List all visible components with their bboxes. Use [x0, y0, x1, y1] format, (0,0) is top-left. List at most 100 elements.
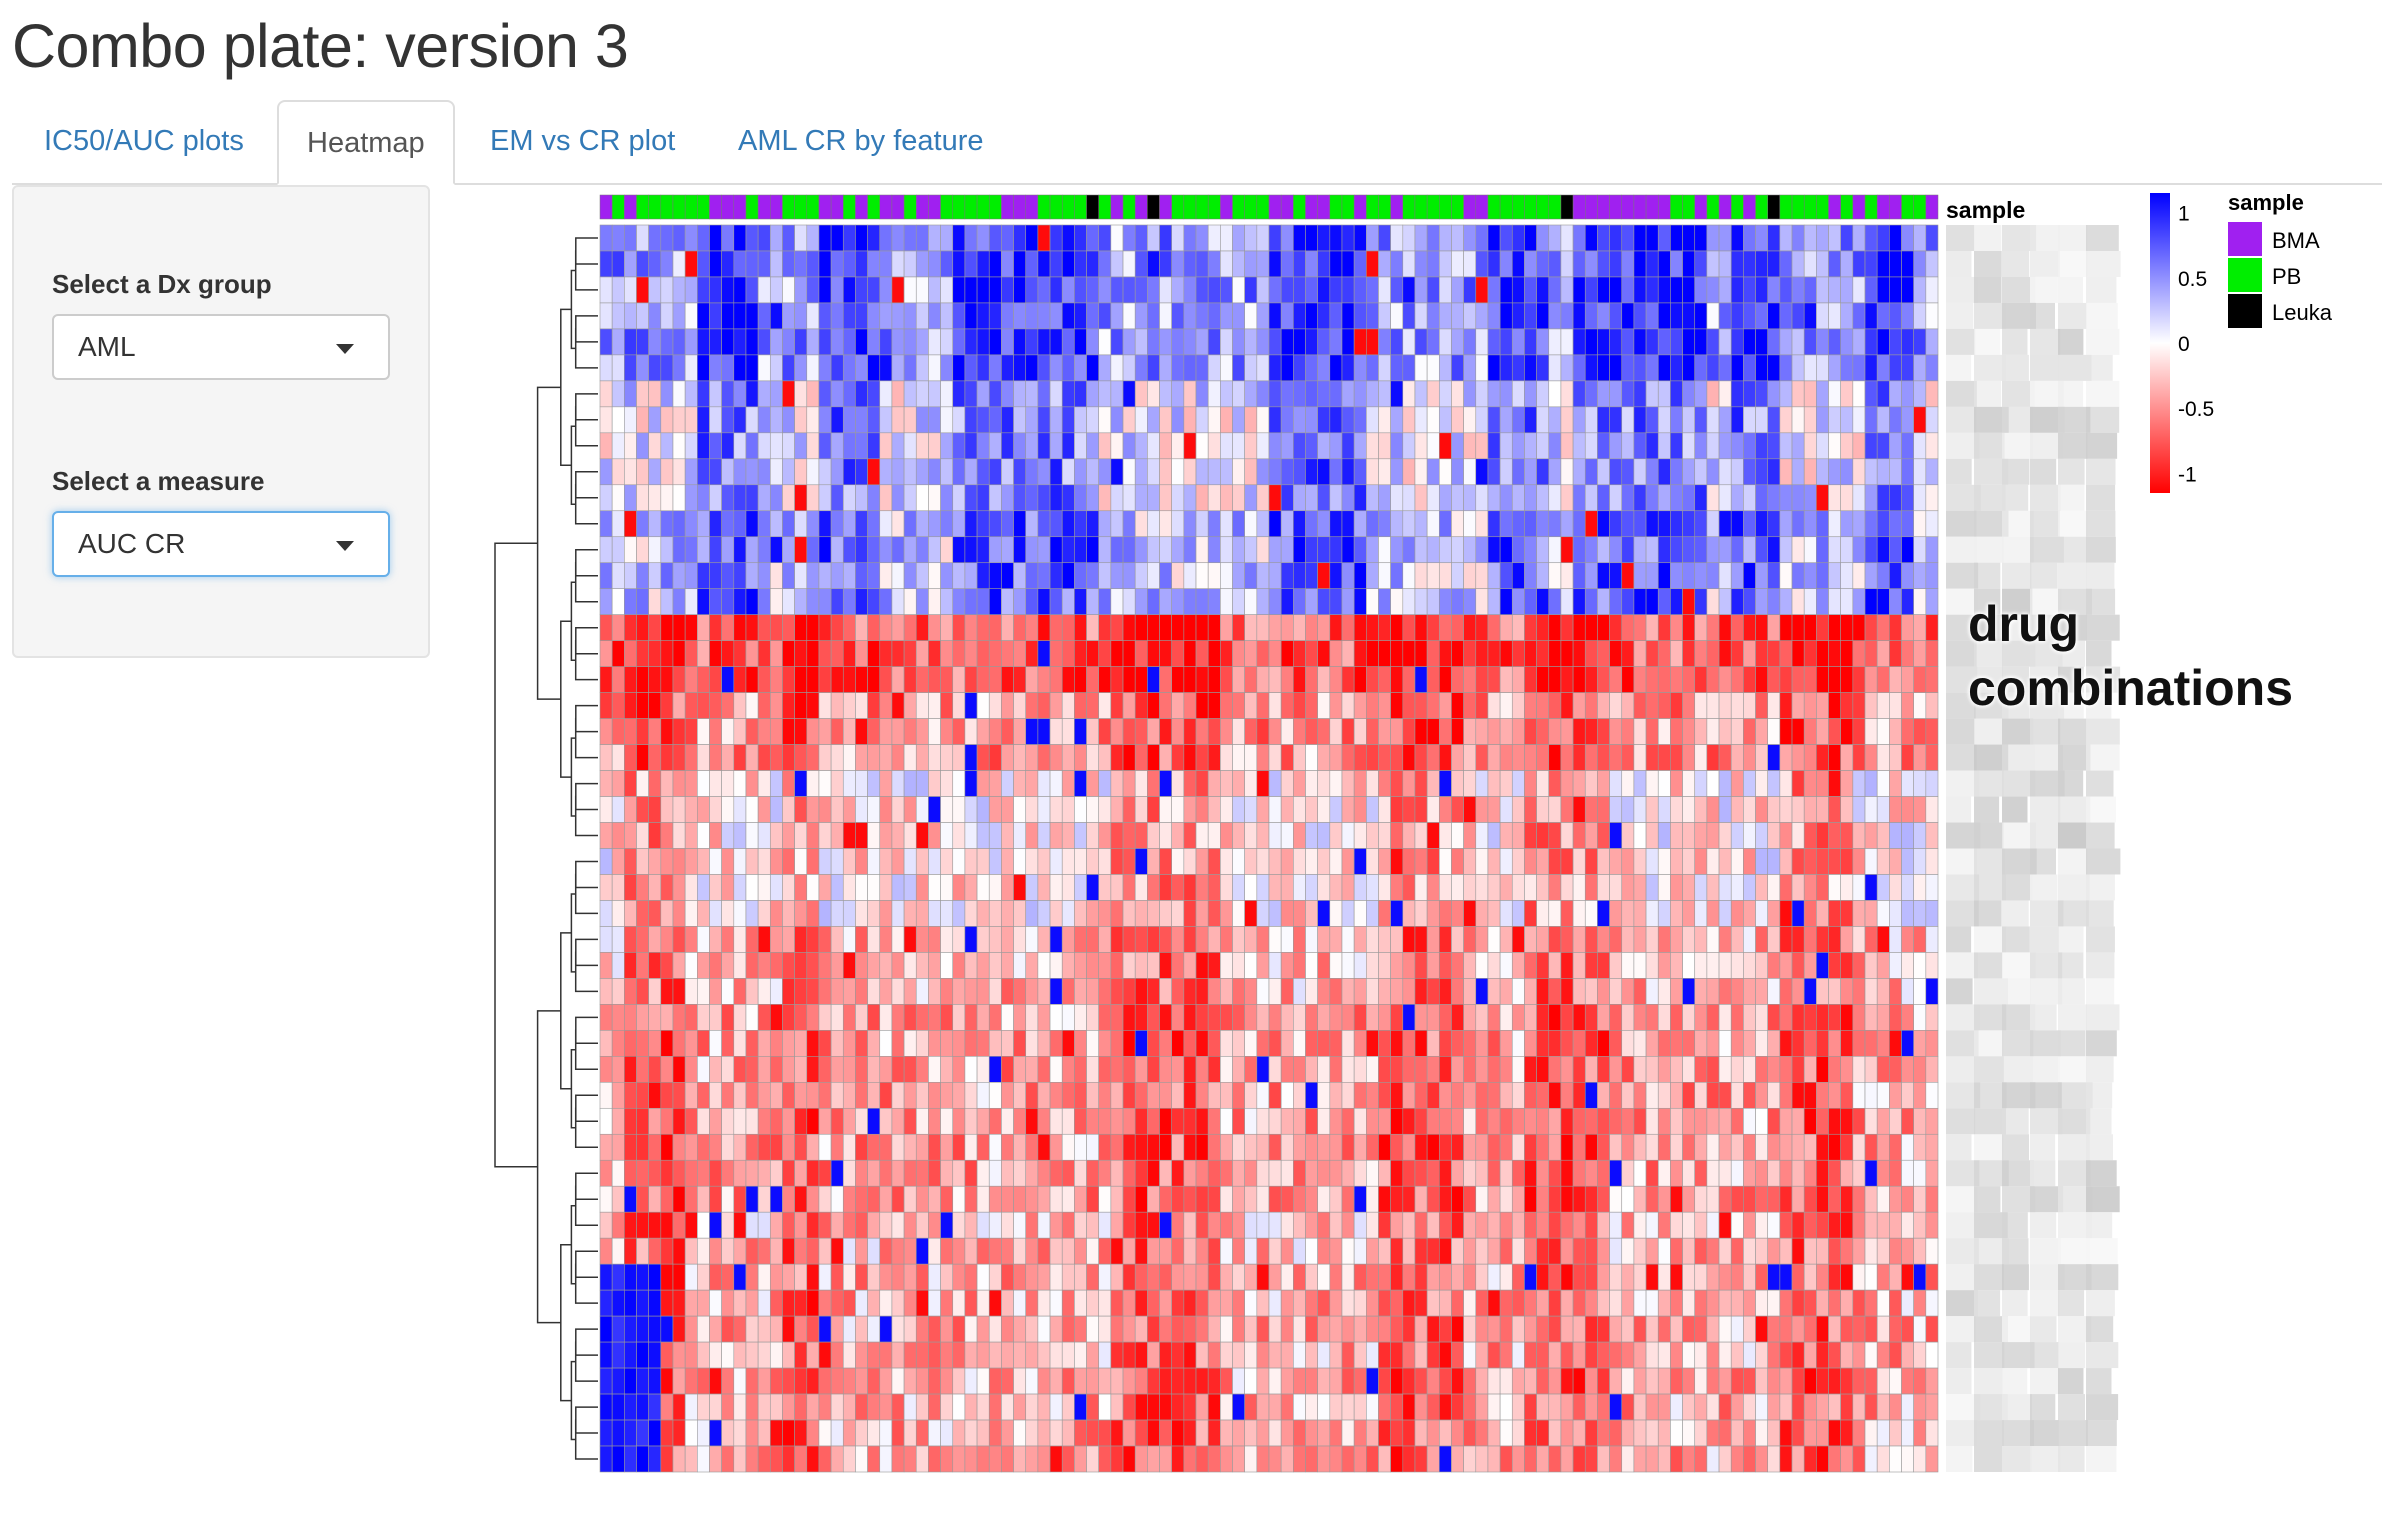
- heatmap-cell: [1621, 1133, 1635, 1161]
- heatmap-cell: [794, 692, 808, 719]
- tab-aml-cr-by-feature[interactable]: AML CR by feature: [738, 125, 984, 157]
- heatmap-cell: [867, 770, 881, 797]
- heatmap-cell: [660, 900, 674, 927]
- heatmap-cell: [1584, 406, 1598, 434]
- heatmap-cell: [830, 822, 844, 849]
- heatmap-cell: [1743, 458, 1756, 486]
- heatmap-cell: [879, 900, 893, 927]
- tab-heatmap[interactable]: Heatmap: [277, 100, 455, 185]
- heatmap-cell: [928, 224, 941, 252]
- dx-group-select[interactable]: AML: [52, 314, 390, 380]
- heatmap-cell: [1572, 510, 1586, 538]
- heatmap-cell: [1864, 978, 1878, 1005]
- heatmap-cell: [599, 640, 613, 667]
- heatmap-cell: [1280, 1237, 1294, 1265]
- heatmap-cell: [1499, 1082, 1513, 1109]
- heatmap-cell: [624, 692, 637, 719]
- heatmap-cell: [1280, 380, 1294, 408]
- heatmap-cell: [1451, 666, 1464, 693]
- heatmap-cell: [1609, 536, 1623, 564]
- heatmap-cell: [733, 692, 747, 719]
- tab-em-vs-cr-plot[interactable]: EM vs CR plot: [490, 125, 676, 157]
- heatmap-cell: [1390, 406, 1404, 434]
- heatmap-cell: [1451, 900, 1464, 927]
- heatmap-cell: [1244, 952, 1258, 979]
- heatmap-cell: [782, 1263, 795, 1291]
- heatmap-cell: [1317, 328, 1331, 356]
- tab-ic50-auc-plots[interactable]: IC50/AUC plots: [44, 125, 244, 157]
- heatmap-cell: [1767, 848, 1781, 875]
- heatmap-cell: [660, 744, 674, 771]
- heatmap-cell: [672, 1004, 686, 1031]
- heatmap-cell: [952, 1056, 966, 1083]
- heatmap-cell: [624, 744, 637, 771]
- heatmap-cell: [733, 744, 747, 771]
- heatmap-cell: [1828, 588, 1841, 615]
- heatmap-cell: [806, 1107, 820, 1135]
- heatmap-cell: [1633, 250, 1647, 278]
- heatmap-cell: [1730, 1211, 1744, 1239]
- heatmap-cell: [1244, 744, 1258, 771]
- heatmap-cell: [636, 1237, 649, 1265]
- heatmap-cell: [818, 1341, 832, 1369]
- heatmap-cell: [1913, 1056, 1927, 1083]
- heatmap-cell: [1609, 822, 1623, 849]
- heatmap-cell: [1001, 1159, 1014, 1187]
- heatmap-cell: [1475, 1263, 1489, 1291]
- heatmap-cell: [1657, 1133, 1671, 1161]
- heatmap-cell: [988, 666, 1002, 693]
- heatmap-cell: [782, 536, 795, 564]
- heatmap-cell: [1013, 1263, 1027, 1291]
- heatmap-cell: [1159, 1004, 1172, 1031]
- heatmap-cell: [1803, 666, 1817, 693]
- heatmap-cell: [891, 952, 905, 979]
- heatmap-cell: [757, 952, 771, 979]
- heatmap-cell: [1195, 1056, 1209, 1083]
- heatmap-cell: [1743, 1082, 1756, 1109]
- heatmap-cell: [1718, 666, 1732, 693]
- heatmap-cell: [1694, 1263, 1708, 1291]
- heatmap-cell: [1037, 1004, 1051, 1031]
- heatmap-cell: [721, 1237, 735, 1265]
- heatmap-cell: [1013, 848, 1027, 875]
- heatmap-cell: [1402, 1004, 1416, 1031]
- heatmap-cell: [1779, 224, 1793, 252]
- heatmap-cell: [1694, 848, 1708, 875]
- heatmap-cell: [1110, 406, 1124, 434]
- heatmap-cell: [1438, 874, 1452, 901]
- heatmap-cell: [721, 380, 735, 408]
- measure-select[interactable]: AUC CR: [52, 511, 390, 577]
- heatmap-cell: [1730, 432, 1744, 460]
- heatmap-cell: [1730, 1056, 1744, 1083]
- heatmap-cell: [1268, 380, 1282, 408]
- heatmap-cell: [1779, 1289, 1793, 1317]
- heatmap-cell: [1134, 406, 1148, 434]
- heatmap-cell: [1730, 1289, 1744, 1317]
- heatmap-cell: [1463, 1133, 1477, 1161]
- heatmap-cell: [648, 1082, 662, 1109]
- heatmap-cell: [1755, 276, 1769, 304]
- heatmap-cell: [1572, 484, 1586, 512]
- heatmap-cell: [794, 510, 808, 538]
- heatmap-cell: [1159, 692, 1172, 719]
- heatmap-cell: [976, 1289, 990, 1317]
- heatmap-cell: [1889, 770, 1902, 797]
- heatmap-cell: [1414, 250, 1428, 278]
- heatmap-cell: [624, 666, 637, 693]
- heatmap-cell: [903, 380, 917, 408]
- heatmap-cell: [1122, 1056, 1136, 1083]
- heatmap-cell: [1889, 536, 1902, 564]
- heatmap-cell: [1134, 588, 1148, 615]
- heatmap-cell: [1584, 224, 1598, 252]
- heatmap-cell: [1268, 302, 1282, 330]
- heatmap-cell: [940, 302, 954, 330]
- heatmap-cell: [1378, 900, 1391, 927]
- heatmap-cell: [1438, 640, 1452, 667]
- heatmap-cell: [1256, 536, 1270, 564]
- heatmap-cell: [1718, 692, 1732, 719]
- heatmap-cell: [842, 796, 856, 823]
- heatmap-cell: [1572, 848, 1586, 875]
- heatmap-cell: [794, 1263, 808, 1291]
- heatmap-cell: [745, 276, 759, 304]
- heatmap-cell: [1293, 562, 1306, 590]
